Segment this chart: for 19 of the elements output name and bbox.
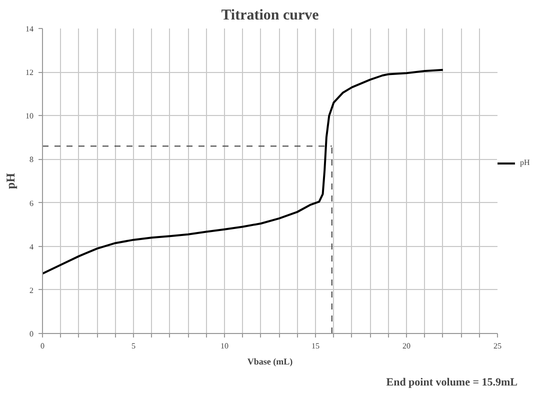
x-tick-label: 25 <box>494 342 502 350</box>
y-tick-label: 6 <box>30 198 34 208</box>
y-tick-label: 10 <box>26 112 34 121</box>
y-tick-label: 8 <box>30 155 34 164</box>
x-tick-label: 15 <box>312 342 320 350</box>
ref-line-label: End point volume = 15.9mL <box>386 376 518 388</box>
legend-label: pH <box>520 158 531 167</box>
x-axis-title: Vbase (mL) <box>247 356 293 366</box>
y-tick-label: 0 <box>30 330 34 338</box>
x-tick-label: 10 <box>220 342 228 350</box>
y-tick-label: 2 <box>30 286 34 295</box>
x-tick-label: 0 <box>40 342 44 350</box>
chart-title: Titration curve <box>221 8 320 24</box>
x-tick-label: 5 <box>132 342 136 350</box>
y-tick-label: 14 <box>26 24 34 34</box>
x-tick-label: 20 <box>402 342 410 350</box>
y-tick-label: 4 <box>30 242 34 252</box>
y-tick-label: 12 <box>26 68 34 78</box>
y-axis-title: pH <box>4 172 18 190</box>
